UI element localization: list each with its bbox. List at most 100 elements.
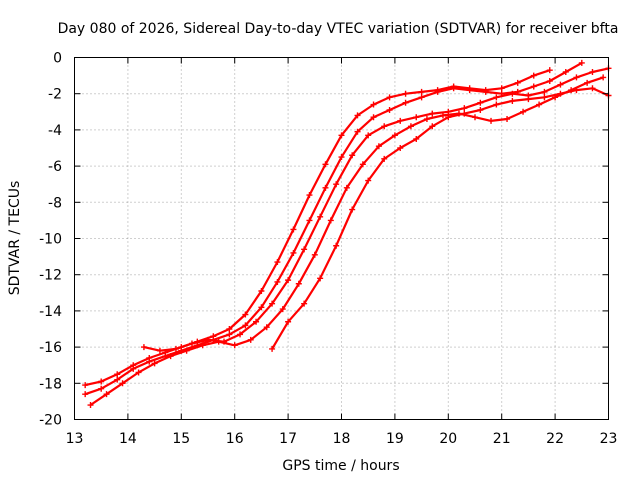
data-point [87,402,94,409]
data-point [562,68,569,75]
data-point [386,106,393,113]
data-point [584,79,591,86]
y-tick-label: -10 [39,232,62,248]
y-axis-label: SDTVAR / TECUs [7,181,23,296]
data-point [472,114,478,121]
data-point [381,155,388,162]
x-tick-label: 19 [386,431,404,447]
data-point [285,277,292,284]
x-tick-label: 14 [119,431,137,447]
data-point [327,217,334,224]
y-tick-label: -18 [39,376,62,392]
data-point [151,360,158,367]
grid [74,57,609,420]
data-point [231,342,238,349]
data-point [546,78,553,85]
x-tick-label: 20 [439,431,457,447]
data-point [311,251,318,258]
data-point [242,322,249,329]
y-tick-label: -2 [48,87,62,103]
series-track-1 [82,67,553,389]
x-tick-label: 13 [66,431,84,447]
data-point [274,259,281,266]
chart-title: Day 080 of 2026, Sidereal Day-to-day VTE… [58,21,619,37]
data-point [226,326,233,332]
data-point [509,90,516,97]
data-point [546,67,553,74]
data-point [600,74,607,81]
data-point [172,345,179,352]
data-point [514,79,521,86]
data-point [98,378,105,385]
data-point [263,324,270,331]
y-tick-label: -4 [48,123,62,139]
data-point [274,278,281,285]
data-point [119,380,126,387]
x-tick-label: 21 [493,431,511,447]
data-point [333,242,340,249]
data-point [589,68,596,75]
data-point [365,177,372,184]
data-point [301,246,308,253]
y-tick-label: -20 [39,413,62,429]
data-point [279,306,286,313]
data-point [354,112,361,119]
data-point [423,116,430,123]
data-point [589,85,596,92]
data-point [498,85,505,92]
data-point [541,88,548,95]
data-point [322,161,329,168]
x-tick-labels: 13 14 15 16 17 18 19 20 21 22 23 [66,431,618,447]
data-point [386,94,393,101]
data-point [306,192,313,199]
x-tick-label: 23 [600,431,618,447]
data-point [413,135,420,142]
data-point [530,72,537,79]
data-point [530,83,537,90]
data-point [445,114,452,121]
data-point [520,108,527,115]
y-tick-label: -6 [48,159,62,175]
data-point [237,331,244,338]
series-group [82,59,612,409]
data-point [397,145,404,151]
data-point [269,345,276,352]
series-line [143,67,609,352]
series-track-5 [269,85,612,352]
data-point [322,184,329,191]
data-point [258,287,265,294]
y-tick-label: -14 [39,304,62,320]
data-point [365,132,372,139]
data-point [418,94,425,101]
x-tick-label: 17 [279,431,297,447]
data-point [578,59,585,66]
data-point [317,275,324,282]
y-tick-label: -8 [48,195,62,211]
data-point [488,117,495,124]
data-point [333,181,340,188]
data-point [450,85,457,92]
data-point [381,123,388,130]
series-track-2 [82,59,585,398]
data-point [413,114,420,121]
data-point [541,94,548,101]
data-point [205,336,211,343]
data-point [349,152,356,159]
data-point [429,110,436,117]
x-tick-label: 16 [226,431,244,447]
data-point [82,382,89,389]
data-point [573,74,580,81]
data-point [359,161,366,168]
data-point [285,318,292,325]
data-point [482,88,489,95]
data-point [247,336,254,343]
data-point [199,342,206,349]
data-point [375,143,382,150]
data-point [504,116,511,123]
data-point [343,184,350,191]
data-point [461,110,468,117]
data-point [188,340,195,347]
data-point [253,318,260,325]
data-point [525,96,532,103]
